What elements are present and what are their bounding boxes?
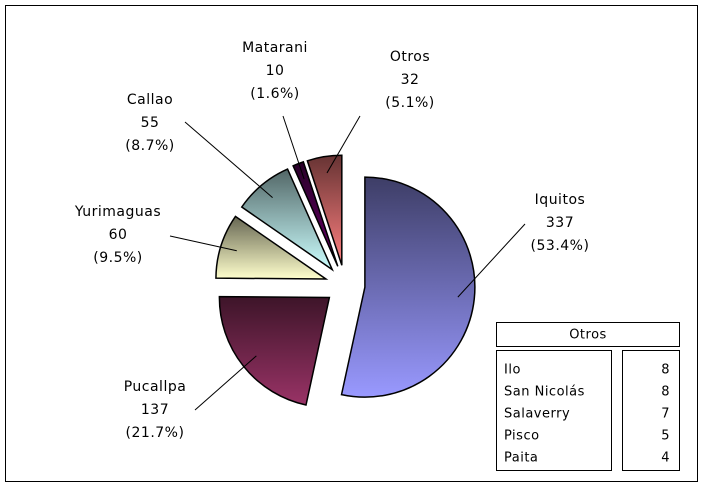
leader-line (184, 121, 273, 198)
leader-line (282, 115, 305, 180)
table-name: Pisco (504, 429, 540, 444)
slice-label-name: Pucallpa (124, 379, 187, 395)
leader-line (326, 115, 361, 174)
slice-label-value: 137 (141, 402, 169, 418)
table-names-box (496, 350, 612, 471)
table-name: Ilo (504, 363, 521, 378)
table-value: 8 (661, 363, 670, 378)
table-title: Otros (569, 328, 607, 343)
slice-label-value: 55 (141, 115, 160, 131)
table-values-box (622, 350, 680, 471)
leader-line (194, 355, 257, 411)
slice-label-percent: (9.5%) (93, 250, 143, 266)
table-value: 4 (661, 451, 670, 466)
slice-shade (293, 161, 338, 267)
slice-label-percent: (21.7%) (126, 425, 185, 441)
table-name: Salaverry (504, 407, 570, 422)
slice-label-percent: (1.6%) (250, 86, 300, 102)
slice-shade (341, 177, 475, 398)
slice-label-name: Matarani (242, 40, 308, 56)
table-value: 7 (661, 407, 670, 422)
slice-label-name: Callao (127, 92, 173, 108)
slice-label-percent: (8.7%) (125, 138, 175, 154)
table-value: 5 (661, 429, 670, 444)
leader-line (457, 223, 526, 298)
slice-shade (307, 155, 342, 266)
slice-label-value: 337 (546, 215, 574, 231)
slice-shade (241, 169, 333, 270)
slice-label-name: Otros (390, 49, 430, 65)
slice-label-name: Yurimaguas (74, 204, 161, 220)
slice-label-value: 10 (266, 63, 285, 79)
slice-label-name: Iquitos (535, 192, 586, 208)
slice-shade (215, 216, 326, 279)
table-title-box (496, 322, 680, 347)
slice-label-value: 32 (401, 72, 420, 88)
slice-label-percent: (53.4%) (531, 238, 590, 254)
slice-label-percent: (5.1%) (385, 95, 435, 111)
table-value: 8 (661, 385, 670, 400)
table-name: San Nicolás (504, 385, 585, 400)
slice-label-value: 60 (109, 227, 128, 243)
leader-line (169, 235, 237, 252)
table-name: Paita (504, 451, 538, 466)
slice-shade (219, 296, 330, 405)
